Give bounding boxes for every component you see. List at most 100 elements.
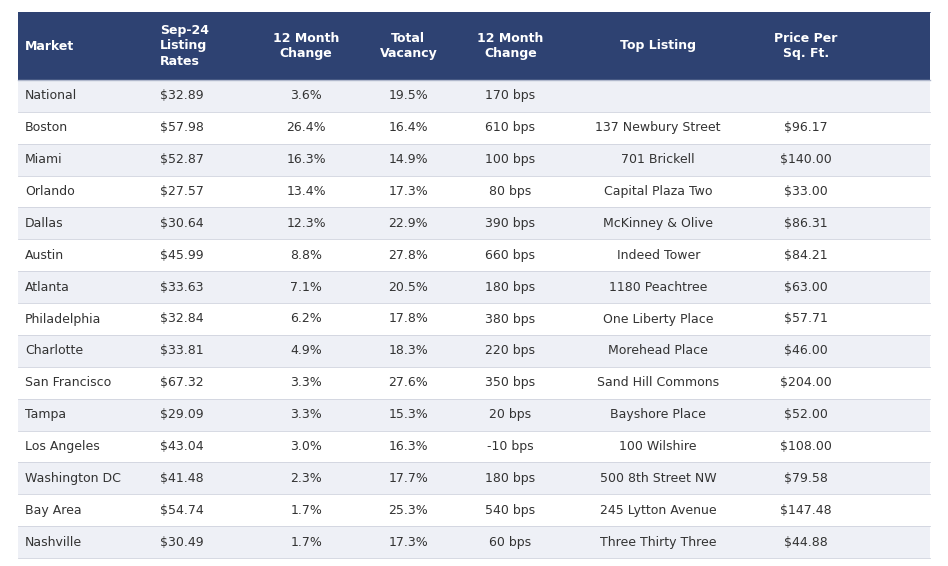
- Text: Market: Market: [25, 40, 74, 53]
- Text: $52.87: $52.87: [160, 153, 204, 166]
- Text: Bay Area: Bay Area: [25, 504, 82, 517]
- Text: $54.74: $54.74: [160, 504, 204, 517]
- Text: $29.09: $29.09: [160, 408, 204, 421]
- Text: $140.00: $140.00: [780, 153, 831, 166]
- Text: $33.81: $33.81: [160, 344, 204, 357]
- Text: McKinney & Olive: McKinney & Olive: [603, 217, 713, 230]
- Text: 1180 Peachtree: 1180 Peachtree: [609, 281, 707, 294]
- Text: $30.49: $30.49: [160, 535, 204, 548]
- Text: $30.64: $30.64: [160, 217, 204, 230]
- Text: One Liberty Place: One Liberty Place: [603, 312, 714, 325]
- Text: 137 Newbury Street: 137 Newbury Street: [595, 121, 721, 134]
- Text: Sand Hill Commons: Sand Hill Commons: [597, 376, 720, 389]
- Text: 1.7%: 1.7%: [290, 504, 322, 517]
- Text: 15.3%: 15.3%: [389, 408, 428, 421]
- Text: Price Per
Sq. Ft.: Price Per Sq. Ft.: [775, 32, 838, 60]
- Text: -10 bps: -10 bps: [487, 440, 534, 453]
- Text: 17.3%: 17.3%: [389, 185, 428, 198]
- Bar: [18, 144, 930, 175]
- Text: $52.00: $52.00: [784, 408, 828, 421]
- Text: 27.6%: 27.6%: [389, 376, 428, 389]
- Text: 3.3%: 3.3%: [290, 408, 322, 421]
- Text: Capital Plaza Two: Capital Plaza Two: [604, 185, 713, 198]
- Text: $46.00: $46.00: [784, 344, 828, 357]
- Text: 660 bps: 660 bps: [485, 249, 536, 261]
- Text: 610 bps: 610 bps: [485, 121, 536, 134]
- Bar: [18, 208, 930, 239]
- Text: 17.7%: 17.7%: [389, 472, 428, 485]
- Text: $57.71: $57.71: [784, 312, 828, 325]
- Text: Dallas: Dallas: [25, 217, 64, 230]
- Text: Three Thirty Three: Three Thirty Three: [600, 535, 717, 548]
- Bar: [18, 367, 930, 398]
- Text: 19.5%: 19.5%: [389, 89, 428, 102]
- Text: Philadelphia: Philadelphia: [25, 312, 101, 325]
- Bar: [18, 526, 930, 558]
- Text: 16.3%: 16.3%: [389, 440, 428, 453]
- Text: 80 bps: 80 bps: [489, 185, 532, 198]
- Text: Boston: Boston: [25, 121, 68, 134]
- Text: 2.3%: 2.3%: [290, 472, 322, 485]
- Text: 7.1%: 7.1%: [290, 281, 322, 294]
- Text: 1.7%: 1.7%: [290, 535, 322, 548]
- Text: $147.48: $147.48: [780, 504, 831, 517]
- Text: Tampa: Tampa: [25, 408, 66, 421]
- Text: $86.31: $86.31: [784, 217, 828, 230]
- Text: $27.57: $27.57: [160, 185, 204, 198]
- Text: 60 bps: 60 bps: [489, 535, 532, 548]
- Text: $32.89: $32.89: [160, 89, 204, 102]
- Text: San Francisco: San Francisco: [25, 376, 111, 389]
- Bar: [18, 303, 930, 335]
- Text: Total
Vacancy: Total Vacancy: [379, 32, 437, 60]
- Text: $204.00: $204.00: [780, 376, 831, 389]
- Text: 100 Wilshire: 100 Wilshire: [619, 440, 697, 453]
- Text: 14.9%: 14.9%: [389, 153, 428, 166]
- Text: Morehead Place: Morehead Place: [609, 344, 708, 357]
- Text: 6.2%: 6.2%: [290, 312, 322, 325]
- Text: $33.63: $33.63: [160, 281, 204, 294]
- Text: Miami: Miami: [25, 153, 63, 166]
- Text: 27.8%: 27.8%: [389, 249, 428, 261]
- Bar: [18, 12, 930, 80]
- Text: 17.8%: 17.8%: [389, 312, 428, 325]
- Text: 8.8%: 8.8%: [290, 249, 322, 261]
- Text: 22.9%: 22.9%: [389, 217, 428, 230]
- Text: Sep-24
Listing
Rates: Sep-24 Listing Rates: [160, 24, 209, 68]
- Text: Top Listing: Top Listing: [620, 40, 696, 53]
- Text: 12 Month
Change: 12 Month Change: [477, 32, 543, 60]
- Bar: [18, 271, 930, 303]
- Text: 100 bps: 100 bps: [485, 153, 536, 166]
- Text: 540 bps: 540 bps: [485, 504, 536, 517]
- Text: 13.4%: 13.4%: [286, 185, 326, 198]
- Text: 16.4%: 16.4%: [389, 121, 428, 134]
- Text: 180 bps: 180 bps: [485, 281, 536, 294]
- Bar: [18, 494, 930, 526]
- Text: 12.3%: 12.3%: [286, 217, 326, 230]
- Bar: [18, 175, 930, 208]
- Text: $57.98: $57.98: [160, 121, 204, 134]
- Text: $43.04: $43.04: [160, 440, 204, 453]
- Text: 25.3%: 25.3%: [389, 504, 428, 517]
- Text: 350 bps: 350 bps: [485, 376, 536, 389]
- Text: $108.00: $108.00: [780, 440, 832, 453]
- Text: 17.3%: 17.3%: [389, 535, 428, 548]
- Text: Orlando: Orlando: [25, 185, 75, 198]
- Text: $84.21: $84.21: [784, 249, 828, 261]
- Text: National: National: [25, 89, 77, 102]
- Text: Atlanta: Atlanta: [25, 281, 70, 294]
- Text: 26.4%: 26.4%: [286, 121, 326, 134]
- Text: 180 bps: 180 bps: [485, 472, 536, 485]
- Text: 20 bps: 20 bps: [489, 408, 532, 421]
- Text: 18.3%: 18.3%: [389, 344, 428, 357]
- Text: Nashville: Nashville: [25, 535, 82, 548]
- Text: 12 Month
Change: 12 Month Change: [273, 32, 339, 60]
- Text: Indeed Tower: Indeed Tower: [616, 249, 700, 261]
- Text: $44.88: $44.88: [784, 535, 828, 548]
- Text: $63.00: $63.00: [784, 281, 828, 294]
- Text: Bayshore Place: Bayshore Place: [611, 408, 706, 421]
- Text: 4.9%: 4.9%: [290, 344, 322, 357]
- Text: $79.58: $79.58: [784, 472, 828, 485]
- Bar: [18, 431, 930, 462]
- Text: 701 Brickell: 701 Brickell: [621, 153, 695, 166]
- Bar: [18, 80, 930, 112]
